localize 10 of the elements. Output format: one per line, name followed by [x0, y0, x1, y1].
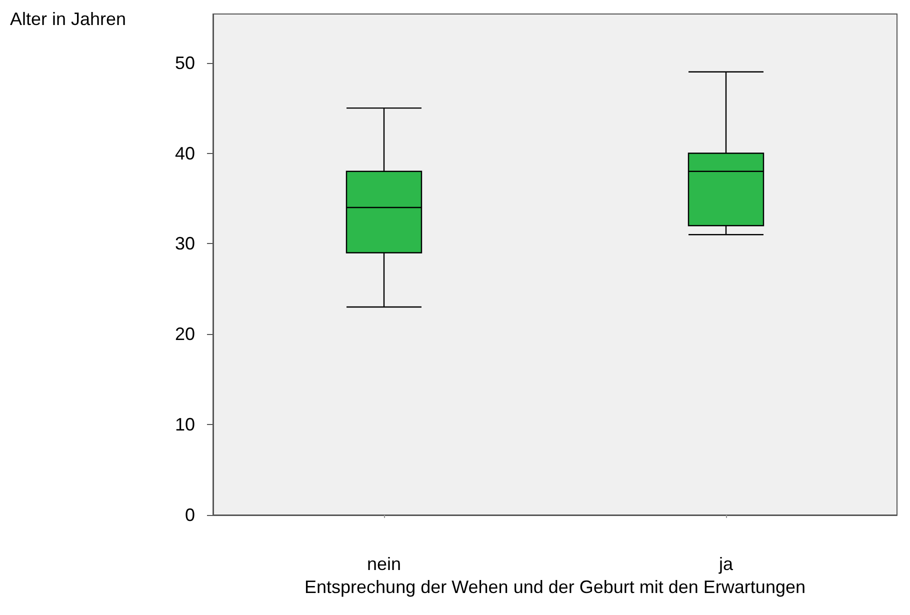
- x-axis-title: Entsprechung der Wehen und der Geburt mit den Erwartungen: [304, 576, 806, 597]
- y-tick-label: 40: [174, 143, 195, 164]
- y-tick-label: 30: [174, 234, 195, 254]
- y-tick-label: 50: [174, 52, 195, 73]
- x-tick-label: ja: [718, 554, 734, 574]
- x-tick-label: nein: [366, 554, 402, 574]
- y-tick-label: 20: [174, 324, 195, 344]
- y-tick-label: 10: [174, 414, 195, 435]
- y-axis-title: Alter in Jahren: [10, 9, 126, 29]
- y-tick-label: 0: [184, 505, 195, 525]
